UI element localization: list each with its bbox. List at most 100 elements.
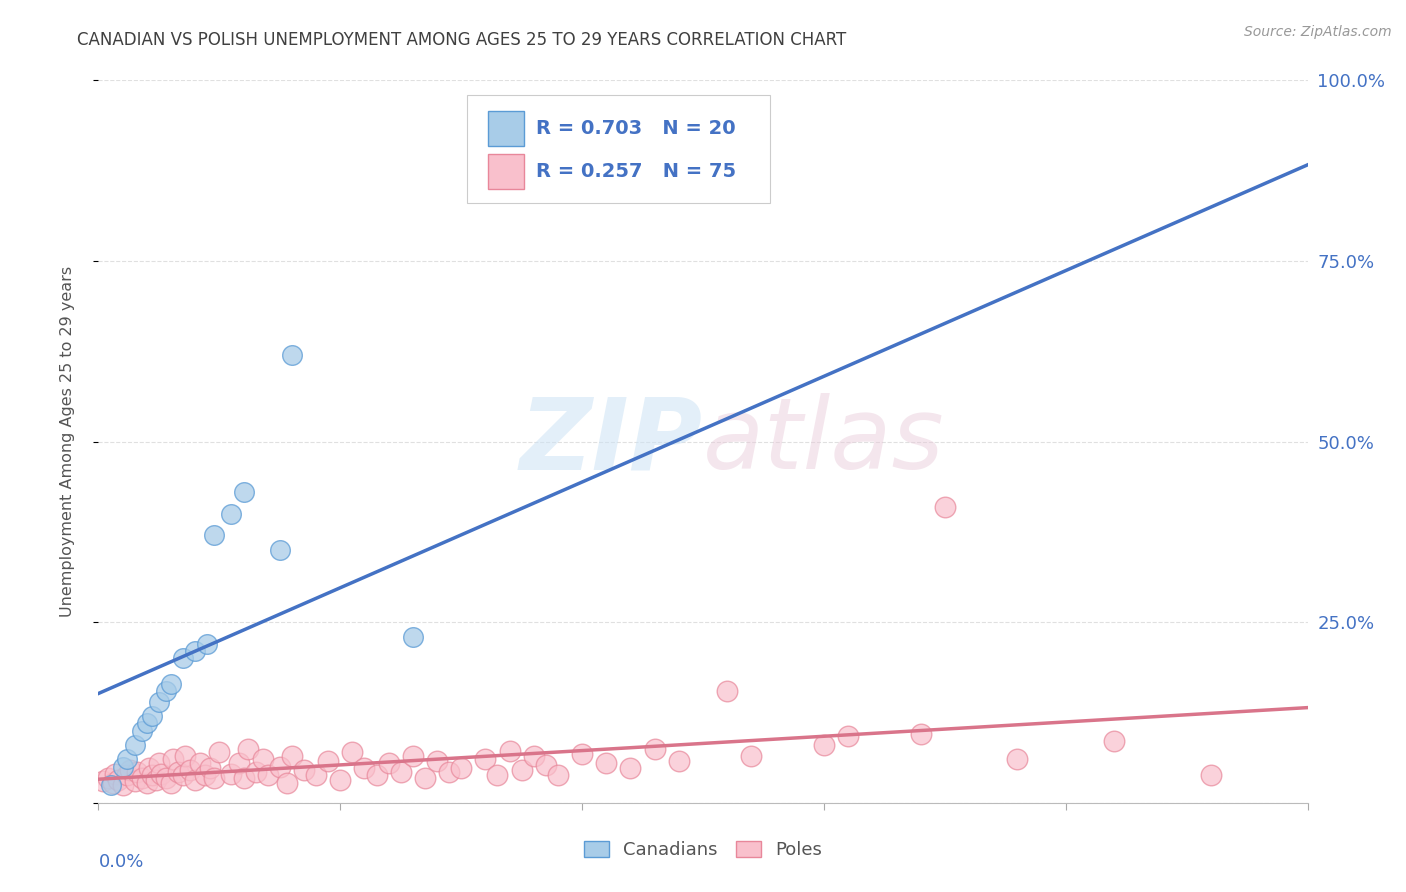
- Point: [101, 775, 124, 789]
- Point: [486, 768, 509, 782]
- FancyBboxPatch shape: [488, 112, 524, 146]
- Text: atlas: atlas: [703, 393, 945, 490]
- Point: [172, 651, 194, 665]
- Text: 0.0%: 0.0%: [98, 854, 143, 871]
- Point: [813, 738, 835, 752]
- Point: [498, 744, 520, 758]
- Point: [160, 775, 183, 789]
- Point: [837, 729, 859, 743]
- Point: [145, 772, 167, 787]
- Point: [437, 765, 460, 780]
- Point: [1102, 734, 1125, 748]
- Point: [934, 500, 956, 514]
- Point: [740, 748, 762, 763]
- Point: [534, 758, 557, 772]
- Point: [162, 752, 184, 766]
- Point: [316, 754, 339, 768]
- Point: [668, 754, 690, 768]
- Point: [910, 727, 932, 741]
- Point: [131, 723, 153, 738]
- Point: [184, 772, 207, 787]
- Point: [245, 765, 267, 780]
- Point: [305, 768, 328, 782]
- Point: [571, 747, 593, 761]
- Point: [148, 695, 170, 709]
- Point: [117, 768, 139, 782]
- Point: [208, 745, 231, 759]
- Point: [450, 761, 472, 775]
- Point: [194, 768, 217, 782]
- Point: [91, 774, 114, 789]
- Point: [389, 765, 412, 780]
- Point: [292, 764, 315, 778]
- FancyBboxPatch shape: [467, 95, 769, 203]
- Text: R = 0.703   N = 20: R = 0.703 N = 20: [536, 120, 735, 138]
- Point: [135, 775, 157, 789]
- Point: [281, 748, 304, 763]
- FancyBboxPatch shape: [488, 153, 524, 188]
- Point: [413, 771, 436, 785]
- Point: [198, 761, 221, 775]
- Point: [127, 765, 149, 780]
- Point: [252, 752, 274, 766]
- Text: CANADIAN VS POLISH UNEMPLOYMENT AMONG AGES 25 TO 29 YEARS CORRELATION CHART: CANADIAN VS POLISH UNEMPLOYMENT AMONG AG…: [77, 31, 846, 49]
- Point: [135, 716, 157, 731]
- Point: [124, 774, 146, 789]
- Point: [131, 771, 153, 785]
- Text: Source: ZipAtlas.com: Source: ZipAtlas.com: [1244, 25, 1392, 39]
- Point: [150, 767, 173, 781]
- Point: [276, 775, 298, 789]
- Point: [377, 756, 399, 770]
- Point: [117, 752, 139, 766]
- Point: [174, 748, 197, 763]
- Point: [619, 761, 641, 775]
- Point: [100, 778, 122, 792]
- Point: [342, 745, 364, 759]
- Point: [281, 348, 304, 362]
- Point: [644, 741, 666, 756]
- Point: [148, 756, 170, 770]
- Point: [160, 676, 183, 690]
- Point: [426, 754, 449, 768]
- Point: [141, 709, 163, 723]
- Point: [402, 630, 425, 644]
- Point: [221, 507, 243, 521]
- Point: [155, 771, 177, 785]
- Point: [232, 485, 254, 500]
- Point: [104, 767, 127, 781]
- Legend: Canadians, Poles: Canadians, Poles: [576, 833, 830, 866]
- Point: [204, 528, 226, 542]
- Point: [172, 768, 194, 782]
- Point: [111, 760, 134, 774]
- Point: [256, 768, 278, 782]
- Point: [269, 760, 291, 774]
- Point: [184, 644, 207, 658]
- Point: [111, 778, 134, 792]
- Point: [232, 771, 254, 785]
- Point: [124, 738, 146, 752]
- Point: [141, 768, 163, 782]
- Point: [138, 761, 160, 775]
- Point: [221, 767, 243, 781]
- Point: [1007, 752, 1029, 766]
- Point: [155, 683, 177, 698]
- Point: [195, 637, 218, 651]
- Point: [228, 756, 250, 770]
- Point: [329, 772, 352, 787]
- Point: [366, 768, 388, 782]
- Text: R = 0.257   N = 75: R = 0.257 N = 75: [536, 161, 737, 181]
- Point: [269, 542, 291, 557]
- Point: [188, 756, 211, 770]
- Point: [474, 752, 496, 766]
- Point: [523, 748, 546, 763]
- Point: [547, 768, 569, 782]
- Point: [595, 756, 617, 770]
- Y-axis label: Unemployment Among Ages 25 to 29 years: Unemployment Among Ages 25 to 29 years: [60, 266, 75, 617]
- Point: [204, 771, 226, 785]
- Point: [238, 741, 260, 756]
- Point: [97, 771, 120, 785]
- Point: [510, 764, 533, 778]
- Point: [179, 764, 201, 778]
- Text: ZIP: ZIP: [520, 393, 703, 490]
- Point: [107, 772, 129, 787]
